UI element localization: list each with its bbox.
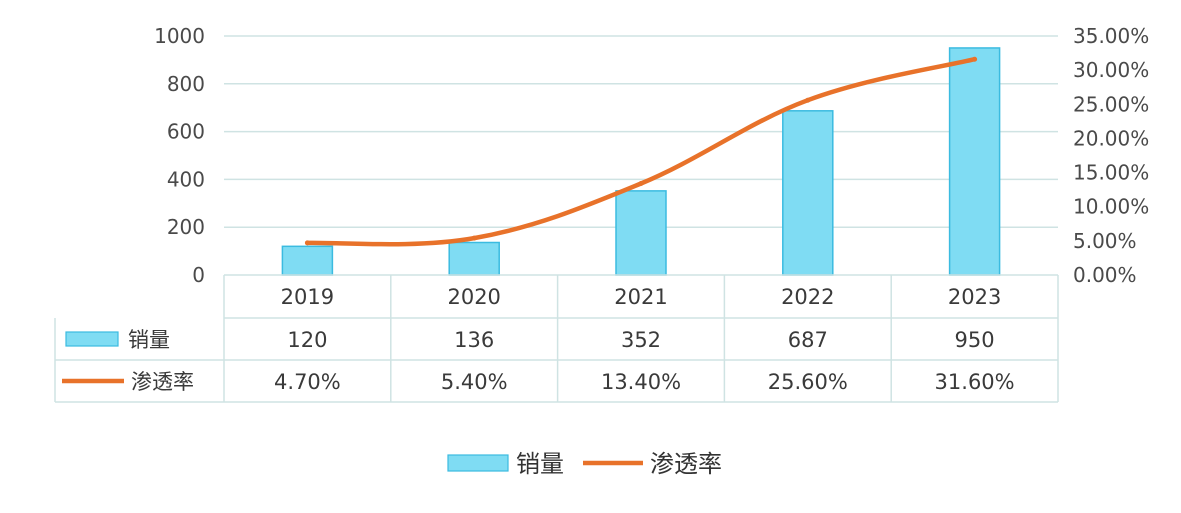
category-label: 2022: [781, 285, 834, 309]
left-tick-label: 0: [192, 263, 205, 287]
table-key-bar: [65, 331, 119, 347]
table-cell-value: 4.70%: [274, 370, 341, 394]
left-tick-label: 200: [167, 215, 205, 239]
legend: 销量 渗透率: [447, 450, 722, 478]
bar-series: [281, 47, 1001, 276]
table-series-name: 渗透率: [131, 370, 194, 394]
line-point: [471, 235, 477, 241]
right-tick-label: 30.00%: [1073, 58, 1149, 82]
right-tick-label: 25.00%: [1073, 92, 1149, 116]
line-point: [805, 97, 811, 103]
category-label: 2019: [281, 285, 334, 309]
table-cell-value: 136: [454, 328, 494, 352]
table-cell-value: 352: [621, 328, 661, 352]
category-label: 2021: [614, 285, 667, 309]
left-axis-ticks: 0 200 400 600 800 1000: [154, 24, 205, 287]
table-cell-value: 25.60%: [768, 370, 848, 394]
right-tick-label: 35.00%: [1073, 24, 1149, 48]
line-point: [638, 180, 644, 186]
table-cell-value: 13.40%: [601, 370, 681, 394]
table-cell-value: 120: [287, 328, 327, 352]
right-tick-label: 0.00%: [1073, 263, 1137, 287]
line-point: [304, 240, 310, 246]
category-label: 2020: [447, 285, 500, 309]
bar: [782, 110, 834, 276]
left-tick-label: 400: [167, 167, 205, 191]
table-series-name: 销量: [128, 328, 170, 352]
gridlines: [224, 35, 1058, 228]
left-tick-label: 800: [167, 72, 205, 96]
left-tick-label: 600: [167, 120, 205, 144]
bar: [448, 241, 500, 276]
table-cell-value: 687: [788, 328, 828, 352]
left-tick-label: 1000: [154, 24, 205, 48]
bar: [281, 245, 334, 276]
legend-swatch-bar: [447, 454, 509, 472]
legend-label: 渗透率: [650, 450, 722, 478]
table-cell-value: 31.60%: [935, 370, 1015, 394]
right-tick-label: 10.00%: [1073, 195, 1149, 219]
data-table: 2019 2020 2021 2022 2023 销量 120 136 352 687 950 渗透率…: [54, 274, 1059, 403]
line-point: [972, 56, 978, 62]
line-series: [304, 56, 978, 247]
right-tick-label: 20.00%: [1073, 126, 1149, 150]
right-tick-label: 5.00%: [1073, 229, 1137, 253]
right-tick-label: 15.00%: [1073, 161, 1149, 185]
bar: [615, 190, 667, 276]
category-label: 2023: [948, 285, 1001, 309]
right-axis-ticks: 0.00% 5.00% 10.00% 15.00% 20.00% 25.00% 30.00%…: [1073, 24, 1149, 287]
legend-label: 销量: [516, 450, 564, 478]
table-cell-value: 5.40%: [441, 370, 508, 394]
bar: [948, 47, 1001, 276]
table-cell-value: 950: [955, 328, 995, 352]
